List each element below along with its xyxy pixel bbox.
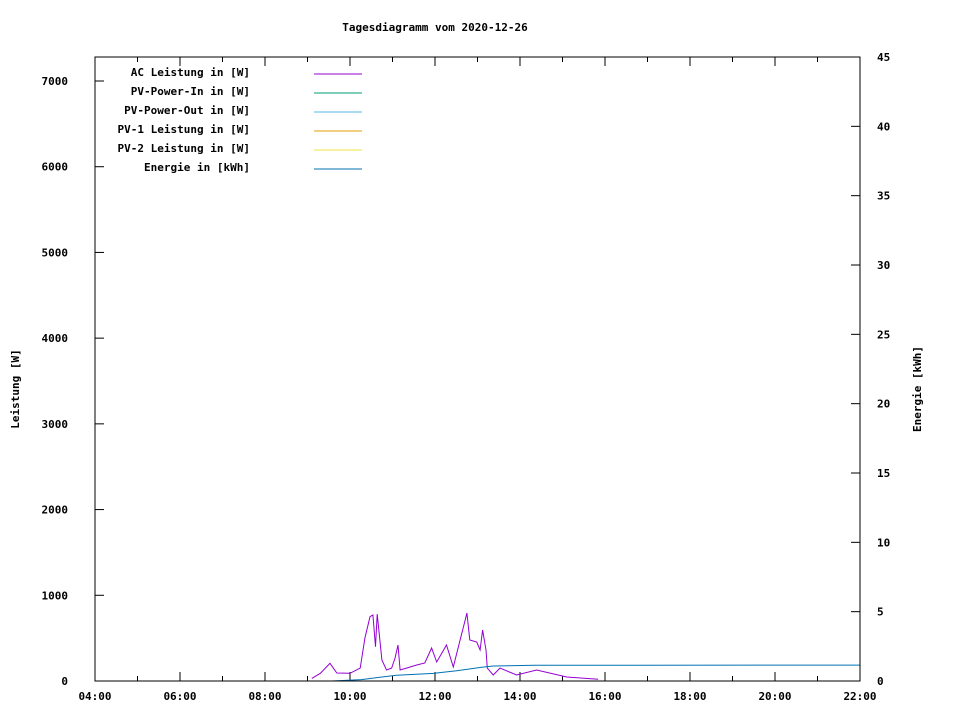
y2-tick-label: 45 [877,51,890,64]
y2-tick-label: 30 [877,259,890,272]
x-tick-label: 20:00 [758,690,791,703]
y-tick-label: 6000 [42,161,69,174]
y-tick-label: 7000 [42,75,69,88]
y2-tick-label: 15 [877,467,890,480]
x-tick-label: 04:00 [78,690,111,703]
y2-tick-label: 5 [877,606,884,619]
x-tick-label: 16:00 [588,690,621,703]
y-tick-label: 4000 [42,332,69,345]
x-tick-label: 08:00 [248,690,281,703]
series-line-0 [311,612,599,680]
axes: 04:00 06:00 08:00 10:00 12:00 14:00 16:00 18:00… [42,51,891,703]
chart-title: Tagesdiagramm vom 2020-12-26 [342,21,528,34]
x-tick-label: 10:00 [333,690,366,703]
y2-tick-label: 0 [877,675,884,688]
legend: AC Leistung in [W] PV-Power-In in [W] PV-P… [118,66,362,174]
y2-tick-label: 10 [877,536,890,549]
y-axis-label: Leistung [W] [9,349,22,428]
y2-tick-label: 35 [877,190,890,203]
y-tick-label: 0 [61,675,68,688]
legend-label: PV-2 Leistung in [W] [118,142,250,155]
plot-border [94,56,861,682]
y2-axis-label: Energie [kWh] [911,346,924,432]
legend-label: PV-1 Leistung in [W] [118,123,250,136]
y-tick-label: 5000 [42,246,69,259]
legend-label: AC Leistung in [W] [131,66,250,79]
legend-label: PV-Power-In in [W] [131,85,250,98]
y-tick-label: 2000 [42,504,69,517]
x-tick-label: 12:00 [418,690,451,703]
x-tick-label: 14:00 [503,690,536,703]
y2-tick-label: 25 [877,328,890,341]
y-tick-label: 3000 [42,418,69,431]
y2-tick-label: 40 [877,120,890,133]
x-tick-label: 22:00 [843,690,876,703]
series-group [311,612,861,682]
legend-label: Energie in [kWh] [144,161,250,174]
x-tick-label: 06:00 [163,690,196,703]
x-tick-label: 18:00 [673,690,706,703]
y2-tick-label: 20 [877,398,890,411]
legend-label: PV-Power-Out in [W] [124,104,250,117]
series-line-5 [331,664,861,682]
y-tick-label: 1000 [42,589,69,602]
